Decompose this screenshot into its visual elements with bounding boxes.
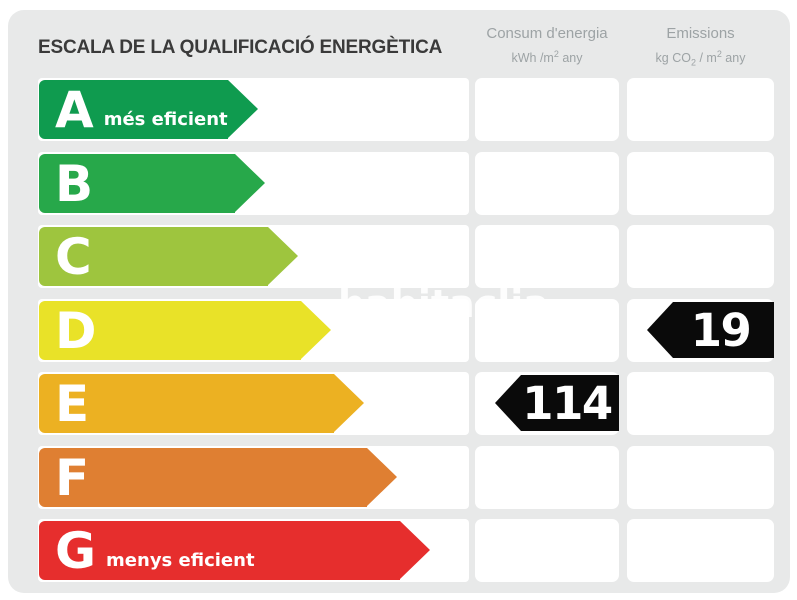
rating-arrow-tip-icon: [268, 227, 298, 285]
letter-track: F: [38, 446, 469, 509]
emissions-column-title: Emissions: [666, 25, 735, 42]
consum-cell: [475, 519, 619, 582]
emissions-cell: [627, 519, 774, 582]
letter-track: G menys eficient: [38, 519, 469, 582]
rating-arrow: F: [39, 448, 397, 507]
letter-track: C: [38, 225, 469, 288]
emissions-cell: [627, 78, 774, 141]
rating-arrow-body: F: [39, 448, 367, 507]
consum-cell: [475, 299, 619, 362]
rating-arrow-tip-icon: [227, 80, 258, 138]
rating-letter: G: [55, 521, 97, 580]
emissions-cell: 19: [627, 299, 774, 362]
rating-arrow-body: G menys eficient: [39, 521, 400, 580]
emissions-unit-suffix: any: [721, 51, 746, 66]
letter-track: B: [38, 152, 469, 215]
page-title: ESCALA DE LA QUALIFICACIÓ ENERGÈTICA: [38, 37, 443, 58]
rating-row-a: A més eficient: [8, 78, 790, 141]
energy-rating-panel: ESCALA DE LA QUALIFICACIÓ ENERGÈTICA Con…: [8, 10, 790, 593]
rating-arrow: D: [39, 301, 331, 360]
consum-column-unit: kWh /m2 any: [475, 46, 619, 66]
rating-arrow-tip-icon: [301, 301, 331, 359]
emissions-cell: [627, 446, 774, 509]
rating-letter: D: [55, 301, 97, 360]
rating-row-e: E 114: [8, 372, 790, 435]
consum-column-header: Consum d'energia kWh /m2 any: [475, 25, 619, 66]
emissions-column-header: Emissions kg CO2 / m2 any: [627, 25, 774, 71]
consum-value-badge: 114: [495, 375, 619, 431]
rating-arrow-body: C: [39, 227, 268, 286]
rating-letter: B: [55, 154, 94, 213]
emissions-value: 19: [690, 303, 752, 357]
emissions-unit-sub: 2: [690, 57, 696, 68]
rating-arrow-body: E: [39, 374, 334, 433]
consum-unit-sup: 2: [553, 49, 559, 59]
rating-arrow-tip-icon: [367, 448, 397, 506]
rating-letter: C: [55, 227, 92, 286]
consum-cell: [475, 225, 619, 288]
emissions-cell: [627, 372, 774, 435]
rating-rows: A més eficient B: [8, 78, 790, 593]
rating-arrow-body: D: [39, 301, 301, 360]
letter-track: A més eficient: [38, 78, 469, 141]
letter-track: D: [38, 299, 469, 362]
consum-unit-suffix: any: [558, 51, 583, 66]
emissions-unit-sup: 2: [716, 49, 722, 59]
rating-row-d: D 19: [8, 299, 790, 362]
consum-cell: 114: [475, 372, 619, 435]
efficiency-label: més eficient: [103, 109, 228, 130]
consum-value: 114: [522, 376, 613, 430]
emissions-unit-mid: / m: [695, 51, 717, 66]
rating-arrow: C: [39, 227, 298, 286]
consum-cell: [475, 78, 619, 141]
rating-row-f: F: [8, 446, 790, 509]
rating-arrow-tip-icon: [235, 154, 265, 212]
emissions-cell: [627, 225, 774, 288]
rating-arrow-body: B: [39, 154, 235, 213]
emissions-unit-text: kg CO: [655, 51, 691, 66]
consum-cell: [475, 152, 619, 215]
rating-letter: F: [55, 448, 90, 507]
rating-arrow: G menys eficient: [39, 521, 430, 580]
emissions-value-badge: 19: [647, 302, 774, 358]
emissions-cell: [627, 152, 774, 215]
rating-arrow-tip-icon: [334, 374, 364, 432]
rating-arrow: E: [39, 374, 364, 433]
consum-unit-text: kWh /m: [511, 51, 554, 66]
rating-row-b: B: [8, 152, 790, 215]
rating-arrow-tip-icon: [400, 521, 430, 579]
emissions-column-unit: kg CO2 / m2 any: [627, 46, 774, 71]
consum-column-title: Consum d'energia: [486, 25, 608, 42]
rating-arrow: A més eficient: [39, 80, 258, 139]
rating-row-g: G menys eficient: [8, 519, 790, 582]
letter-track: E: [38, 372, 469, 435]
rating-letter: E: [55, 374, 90, 433]
rating-row-c: C: [8, 225, 790, 288]
efficiency-label: menys eficient: [106, 550, 255, 571]
rating-arrow-body: A més eficient: [39, 80, 228, 139]
rating-letter: A: [55, 80, 94, 139]
rating-arrow: B: [39, 154, 265, 213]
consum-cell: [475, 446, 619, 509]
